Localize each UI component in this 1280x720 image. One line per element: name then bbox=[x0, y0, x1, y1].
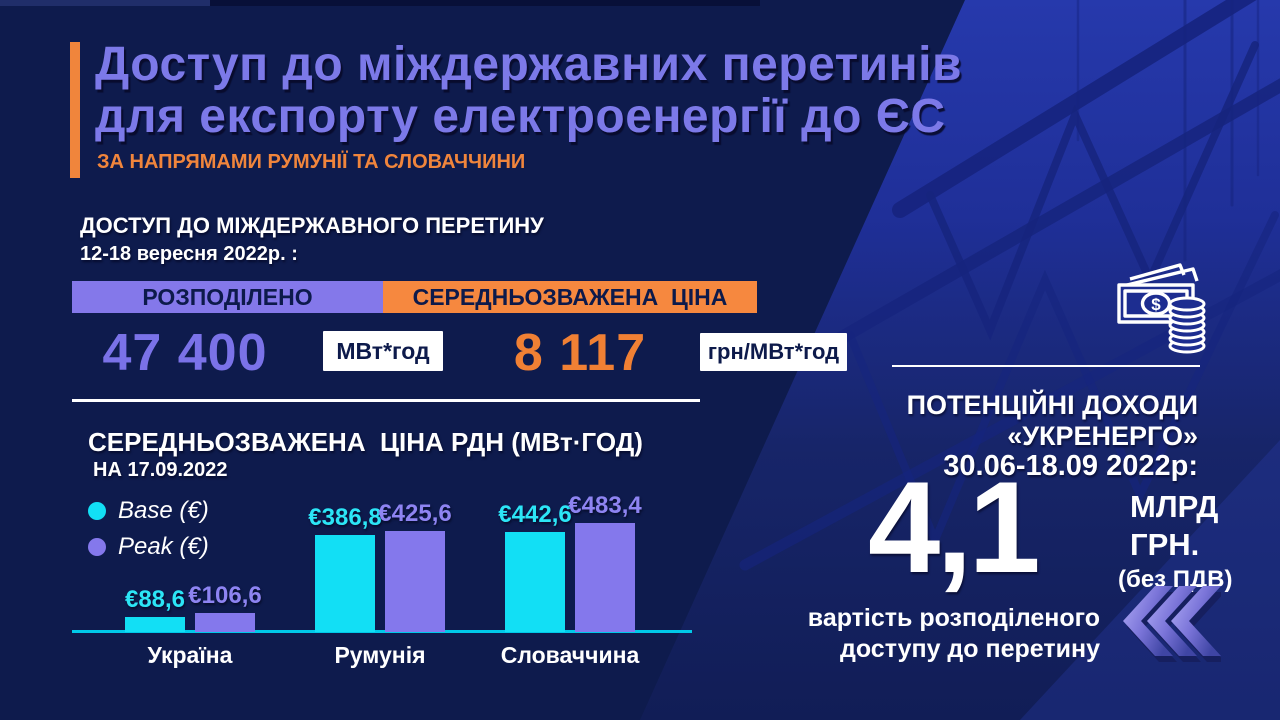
bar-value-label: €106,6 bbox=[188, 582, 262, 609]
chart-bar bbox=[315, 535, 375, 632]
revenue-unit-line2: ГРН. bbox=[1130, 527, 1200, 562]
money-banknotes-coins-icon: $ bbox=[1114, 262, 1214, 365]
access-period: 12-18 вересня 2022р. : bbox=[80, 243, 298, 265]
bar-value-label: €386,8 bbox=[308, 504, 382, 531]
legend-dot bbox=[88, 538, 106, 556]
bar-value-label: €88,6 bbox=[124, 586, 186, 613]
chart-subtitle: НА 17.09.2022 bbox=[93, 459, 228, 481]
allocated-value: 47 400 bbox=[102, 324, 268, 382]
top-edge-strip-dark bbox=[210, 0, 760, 6]
top-edge-strip bbox=[0, 0, 210, 6]
price-value: 8 117 bbox=[513, 324, 647, 382]
revenue-amount-unit: МЛРД ГРН. bbox=[1130, 488, 1218, 564]
revenue-unit-line1: МЛРД bbox=[1130, 489, 1219, 524]
access-section-heading: ДОСТУП ДО МІЖДЕРЖАВНОГО ПЕРЕТИНУ bbox=[80, 213, 544, 238]
chart-bar bbox=[195, 613, 255, 632]
page-title-line2: для експорту електроенергії до ЄС bbox=[95, 90, 946, 143]
revenue-caption-line2: доступу до перетину bbox=[840, 635, 1100, 663]
price-label-bar: СЕРЕДНЬОЗВАЖЕНА ЦІНА bbox=[383, 281, 757, 313]
page-subtitle: ЗА НАПРЯМАМИ РУМУНІЇ ТА СЛОВАЧЧИНИ bbox=[97, 151, 526, 173]
allocated-label-bar: РОЗПОДІЛЕНО bbox=[72, 281, 383, 313]
revenue-heading-line3: 30.06-18.09 2022р: bbox=[943, 450, 1198, 482]
bar-chart-categories: Україна Румунія Словаччина bbox=[72, 642, 712, 672]
allocated-unit-box: МВт*год bbox=[323, 331, 443, 371]
legend-item: Base (€) bbox=[88, 493, 209, 529]
category-label: Словаччина bbox=[500, 642, 640, 668]
price-unit-box: грн/МВт*год bbox=[700, 333, 847, 371]
revenue-heading-line2: «УКРЕНЕРГО» bbox=[1007, 421, 1198, 451]
revenue-divider-line bbox=[892, 365, 1200, 367]
legend-label: Base (€) bbox=[118, 497, 209, 524]
revenue-amount: 4,1 bbox=[868, 454, 1041, 600]
page-title-line1: Доступ до міждержавних перетинів bbox=[95, 38, 963, 91]
bar-chart-plot: €88,6 €386,8 €442,6 €106,6 €425,6 €483,4 bbox=[72, 492, 712, 633]
legend-item: Peak (€) bbox=[88, 529, 209, 565]
category-label: Румунія bbox=[334, 642, 426, 668]
revenue-heading-line1: ПОТЕНЦІЙНІ ДОХОДИ bbox=[906, 390, 1198, 420]
svg-text:$: $ bbox=[1151, 295, 1161, 314]
chart-legend: Base (€) Peak (€) bbox=[88, 493, 209, 565]
chart-bar bbox=[505, 532, 565, 632]
chart-title: СЕРЕДНЬОЗВАЖЕНА ЦІНА РДН (МВт·ГОД) bbox=[88, 427, 643, 457]
chart-x-axis bbox=[72, 630, 692, 633]
chart-bar bbox=[125, 617, 185, 632]
bar-value-label: €442,6 bbox=[498, 501, 572, 528]
triple-chevron-left-icon bbox=[1121, 584, 1225, 667]
revenue-caption-line1: вартість розподіленого bbox=[807, 604, 1100, 632]
chart-bar bbox=[575, 523, 635, 632]
chart-bar bbox=[385, 531, 445, 632]
section-divider-line bbox=[72, 399, 700, 402]
bar-value-label: €425,6 bbox=[378, 500, 452, 527]
bar-value-label: €483,4 bbox=[568, 492, 642, 519]
legend-dot bbox=[88, 502, 106, 520]
category-label: Україна bbox=[147, 642, 233, 668]
legend-label: Peak (€) bbox=[118, 533, 209, 560]
title-accent-bar bbox=[70, 42, 80, 178]
